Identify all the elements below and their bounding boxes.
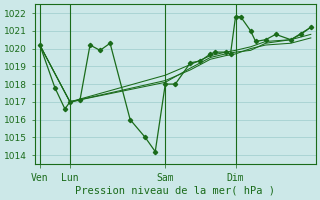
X-axis label: Pression niveau de la mer( hPa ): Pression niveau de la mer( hPa )	[75, 186, 275, 196]
